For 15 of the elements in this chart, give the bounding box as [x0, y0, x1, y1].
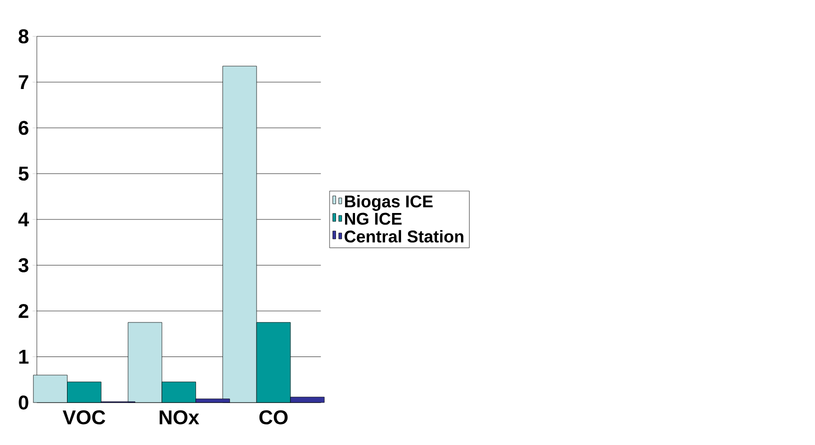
- y-tick-label: 4: [18, 212, 29, 226]
- y-tick-label: 3: [18, 258, 28, 272]
- y-tick-label: 1: [19, 350, 29, 364]
- x-tick-label: VOC: [62, 410, 106, 424]
- legend-label: NG ICE: [345, 212, 402, 225]
- y-tick-label: 5: [18, 166, 29, 181]
- y-tick-label: 7: [18, 75, 28, 89]
- x-tick-label: NOx: [160, 410, 200, 424]
- y-tick-label: 8: [18, 29, 28, 44]
- legend-label: Biogas ICE: [345, 195, 433, 211]
- y-tick-label: 6: [18, 120, 28, 135]
- y-tick-label: 2: [18, 304, 28, 318]
- x-tick-label: CO: [259, 410, 288, 424]
- legend-label: Central Station: [344, 230, 464, 243]
- y-tick-label: 0: [18, 395, 28, 410]
